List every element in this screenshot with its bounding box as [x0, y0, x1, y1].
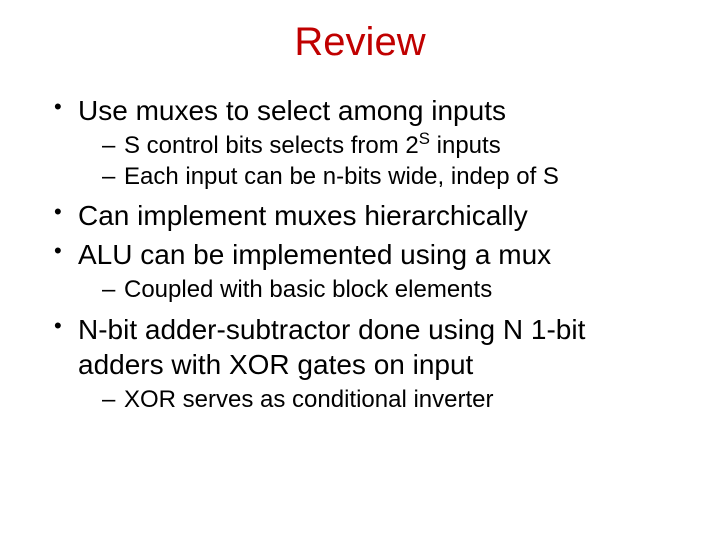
bullet-l1-text: N-bit adder-subtractor done using N 1-bi…	[78, 314, 585, 380]
bullet-l1: ALU can be implemented using a mux Couple…	[50, 237, 670, 305]
bullet-l1: Can implement muxes hierarchically	[50, 198, 670, 233]
bullet-l1: N-bit adder-subtractor done using N 1-bi…	[50, 312, 670, 415]
sub-bullet-list: XOR serves as conditional inverter	[78, 384, 670, 415]
bullet-l1-text: ALU can be implemented using a mux	[78, 239, 551, 270]
slide-title: Review	[50, 20, 670, 65]
sub-bullet-list: S control bits selects from 2S inputsEac…	[78, 130, 670, 192]
bullet-l2: Each input can be n-bits wide, indep of …	[78, 161, 670, 192]
bullet-list: Use muxes to select among inputs S contro…	[50, 93, 670, 415]
slide: Review Use muxes to select among inputs S…	[0, 0, 720, 540]
sub-bullet-list: Coupled with basic block elements	[78, 274, 670, 305]
bullet-l2: Coupled with basic block elements	[78, 274, 670, 305]
bullet-l1-text: Use muxes to select among inputs	[78, 95, 506, 126]
bullet-l2: S control bits selects from 2S inputs	[78, 130, 670, 161]
bullet-l2: XOR serves as conditional inverter	[78, 384, 670, 415]
bullet-l1-text: Can implement muxes hierarchically	[78, 200, 528, 231]
bullet-l1: Use muxes to select among inputs S contro…	[50, 93, 670, 192]
